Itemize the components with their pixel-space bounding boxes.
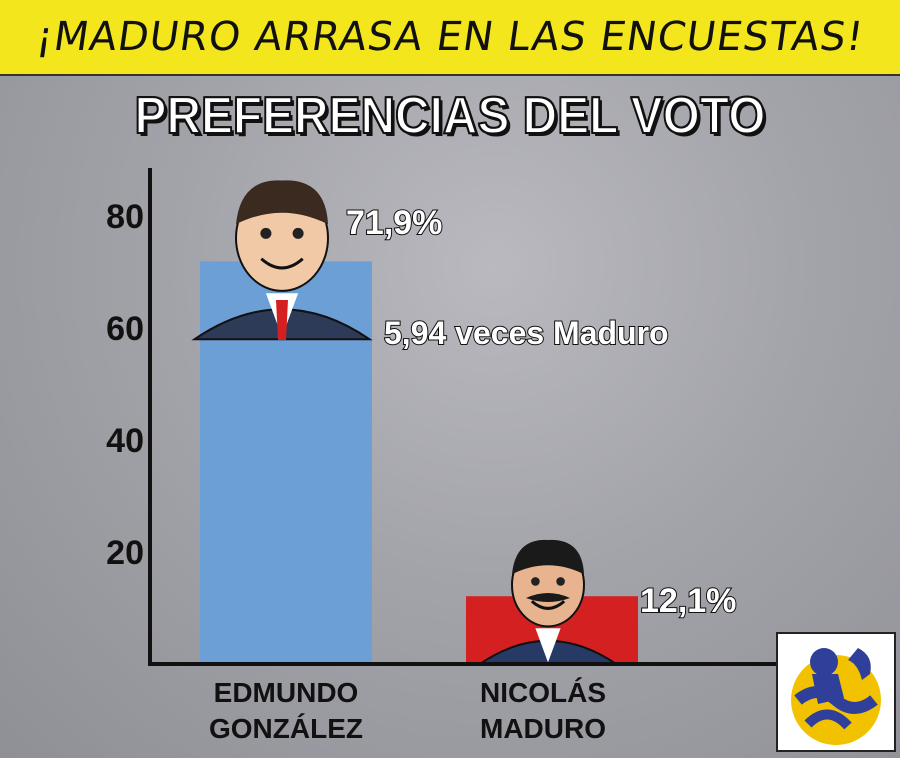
category-label-1-1: MADURO (480, 713, 606, 744)
chart-title: PREFERENCIAS DEL VOTO (134, 86, 767, 146)
y-tick-label-2: 60 (106, 310, 144, 348)
y-tick-label-1: 40 (106, 422, 144, 460)
logo-box (776, 632, 896, 752)
logo-figure-icon (791, 648, 881, 745)
value-label-1: 12,1% (640, 582, 736, 620)
annotation-label: 5,94 veces Maduro (384, 315, 669, 351)
category-label-0-0: EDMUNDO (214, 677, 359, 708)
category-label-1-0: NICOLÁS (480, 677, 606, 708)
caricature-maduro-icon (476, 539, 620, 666)
caricature-gonzalez-icon (191, 180, 373, 341)
value-label-0: 71,9% (346, 204, 442, 242)
y-tick-label-0: 20 (106, 534, 144, 572)
category-label-0-1: GONZÁLEZ (209, 713, 363, 744)
header-banner: ¡MADURO ARRASA EN LAS ENCUESTAS! (0, 0, 900, 76)
y-tick-label-3: 80 (106, 198, 144, 236)
